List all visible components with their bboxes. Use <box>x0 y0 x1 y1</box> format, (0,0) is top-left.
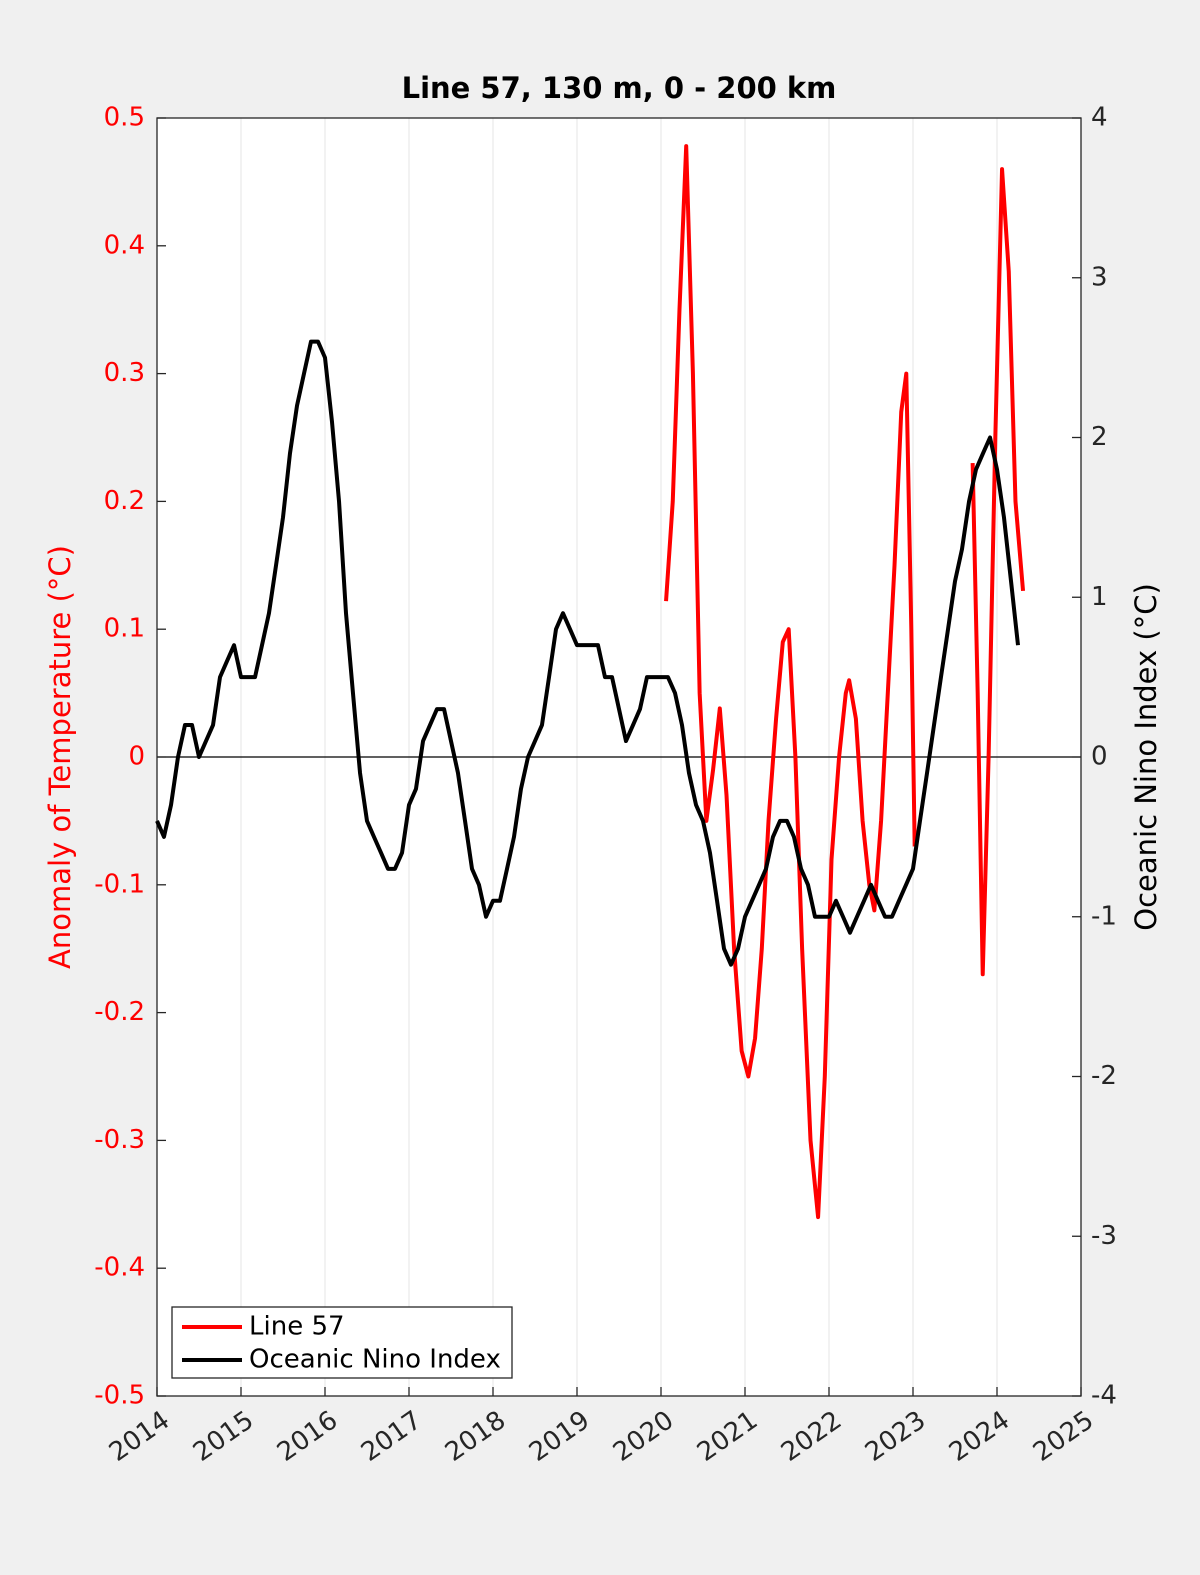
chart-title: Line 57, 130 m, 0 - 200 km <box>402 71 837 105</box>
legend-label: Line 57 <box>249 1312 345 1342</box>
y-tick-label: 0.3 <box>104 358 145 388</box>
y-tick-label: -0.3 <box>94 1125 145 1155</box>
y2-tick-label: 0 <box>1091 742 1108 772</box>
y-tick-label: 0.2 <box>104 486 145 516</box>
y-tick-label: -0.1 <box>94 869 145 899</box>
y2-tick-label: -3 <box>1091 1221 1117 1251</box>
y-tick-label: 0 <box>128 742 145 772</box>
series-line <box>155 339 1020 967</box>
y2-tick-label: -2 <box>1091 1061 1117 1091</box>
series-line <box>664 144 1026 1220</box>
plot-frame <box>156 117 1082 1397</box>
legend-box <box>171 1306 513 1379</box>
y2-tick-label: 4 <box>1091 103 1108 133</box>
y-axis-label: Anomaly of Temperature (°C) <box>43 545 77 969</box>
y2-tick-label: 3 <box>1091 262 1108 292</box>
y-tick-label: 0.5 <box>104 103 145 133</box>
y2-tick-label: -4 <box>1091 1381 1117 1411</box>
y2-tick-label: 1 <box>1091 582 1108 612</box>
legend-label: Oceanic Nino Index <box>249 1345 501 1375</box>
y-tick-label: 0.4 <box>104 230 145 260</box>
y-tick-label: -0.5 <box>94 1381 145 1411</box>
y2-axis-label: Oceanic Nino Index (°C) <box>1129 583 1163 931</box>
y2-tick-label: -1 <box>1091 901 1117 931</box>
y2-tick-label: 2 <box>1091 422 1108 452</box>
y-tick-label: 0.1 <box>104 614 145 644</box>
y-tick-label: -0.2 <box>94 997 145 1027</box>
y-tick-label: -0.4 <box>94 1253 145 1283</box>
